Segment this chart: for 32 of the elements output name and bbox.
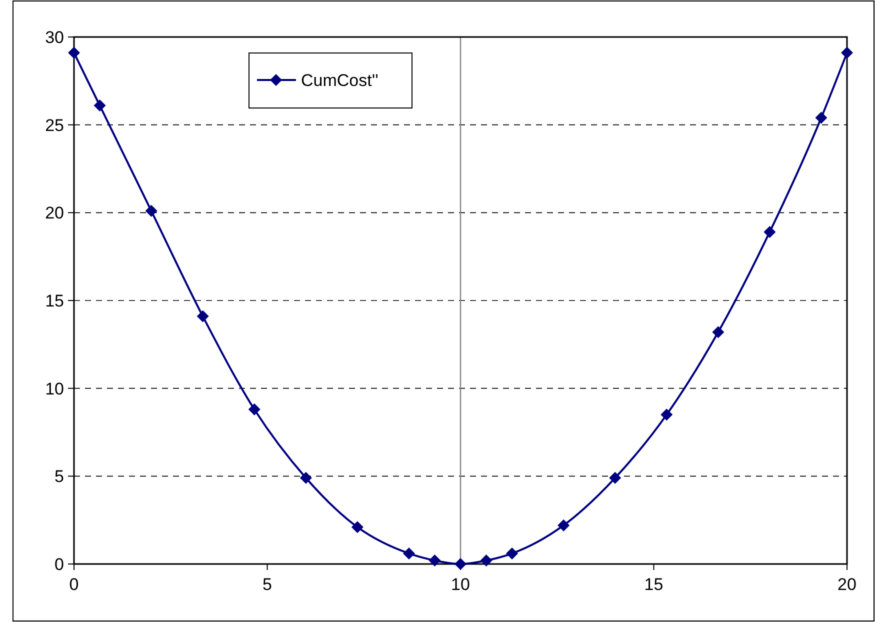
point: [145, 204, 158, 217]
y-tick-label: 30: [45, 28, 64, 47]
point: [454, 558, 466, 570]
legend-label: CumCost'': [301, 71, 378, 90]
y-tick-label: 10: [45, 379, 64, 398]
point: [558, 519, 570, 532]
y-tick-label: 0: [54, 555, 64, 574]
y-tick-label: 20: [45, 204, 64, 223]
point: [300, 472, 312, 484]
point: [94, 100, 106, 112]
point: [609, 472, 622, 484]
point: [815, 112, 828, 124]
x-tick-label: 0: [69, 575, 79, 594]
point: [428, 554, 441, 566]
y-tick-label: 25: [45, 116, 64, 135]
point: [764, 226, 776, 238]
x-tick-label: 10: [451, 575, 470, 594]
point: [841, 46, 853, 59]
point: [351, 521, 364, 534]
point: [402, 547, 415, 560]
x-tick-label: 20: [838, 575, 856, 594]
y-tick-label: 5: [54, 467, 64, 486]
point: [248, 403, 260, 416]
point: [196, 310, 209, 322]
point: [660, 408, 673, 421]
x-tick-label: 15: [644, 575, 664, 594]
point: [506, 547, 518, 560]
x-tick-label: 5: [262, 575, 272, 594]
point: [480, 554, 492, 566]
y-tick-label: 15: [45, 292, 64, 310]
point: [68, 46, 80, 59]
point: [712, 326, 724, 338]
